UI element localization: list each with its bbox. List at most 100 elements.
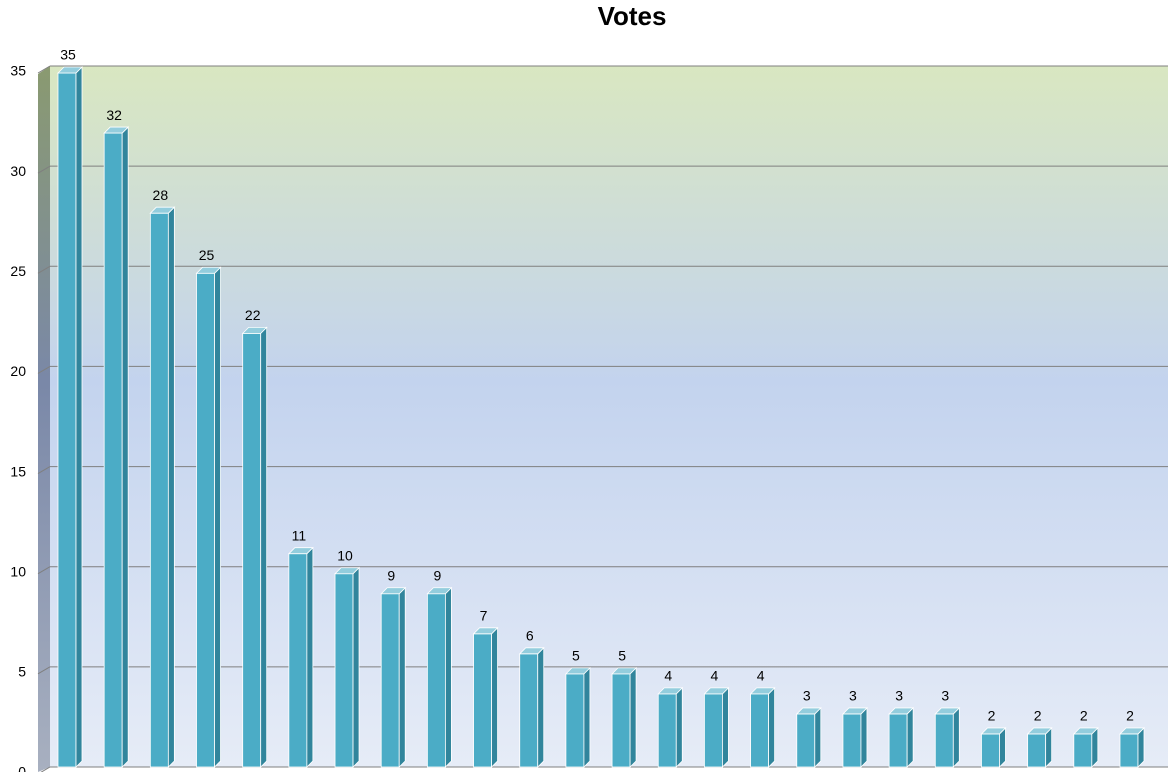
data-label: 22 [245, 307, 261, 323]
bar [196, 272, 215, 768]
chart-title: Votes [598, 1, 667, 31]
bar-top [888, 707, 915, 715]
bar [565, 673, 585, 768]
data-label: 2 [988, 708, 996, 724]
bar-side [999, 726, 1006, 768]
bar-side [214, 266, 221, 768]
bar [1073, 733, 1093, 768]
plot-back-wall [50, 66, 1168, 767]
data-label: 4 [664, 668, 672, 684]
bar-top [472, 627, 499, 635]
data-label: 2 [1034, 708, 1042, 724]
bar-side [722, 686, 729, 768]
data-label: 32 [106, 107, 122, 123]
y-tick-label: 30 [10, 163, 26, 179]
bar-top [380, 587, 407, 595]
bar-top [657, 687, 684, 695]
bar-top [334, 567, 361, 575]
bar [750, 693, 770, 768]
bar-top [795, 707, 822, 715]
data-label: 10 [337, 547, 353, 563]
bar [704, 693, 723, 768]
y-tick-label: 35 [10, 63, 26, 79]
data-label: 7 [480, 608, 488, 624]
bar-side [121, 126, 129, 768]
bar [57, 72, 77, 768]
bar-side [537, 646, 545, 768]
data-label: 35 [60, 47, 76, 63]
grid-line-side [37, 566, 51, 575]
bar [611, 673, 631, 768]
bar-side [1137, 726, 1145, 768]
data-label: 2 [1126, 708, 1134, 724]
bar-top [564, 667, 591, 675]
y-tick-label: 15 [10, 463, 26, 479]
grid-line-side [37, 65, 51, 74]
bar-top [934, 707, 961, 715]
bar-side [1091, 726, 1099, 768]
grid-line-side [37, 666, 51, 675]
bar-side [167, 206, 175, 768]
bar-top [149, 206, 176, 214]
bar [796, 713, 816, 768]
data-label: 9 [387, 567, 395, 583]
bar-side [306, 546, 314, 768]
bar [334, 573, 354, 768]
bar-side [75, 66, 83, 768]
y-tick-label: 25 [10, 263, 26, 279]
bar [657, 693, 677, 768]
bar [473, 633, 492, 768]
bar [149, 212, 169, 768]
data-label: 3 [849, 688, 857, 704]
bar-top [841, 707, 868, 715]
data-label: 4 [757, 668, 765, 684]
data-label: 2 [1080, 708, 1088, 724]
bar-top [703, 687, 730, 695]
bar [380, 593, 400, 768]
y-tick-label: 0 [18, 764, 26, 772]
bar [888, 713, 908, 768]
bar-side [952, 706, 960, 768]
bar-top [749, 687, 776, 695]
bar-top [611, 667, 638, 675]
y-tick-label: 20 [10, 363, 26, 379]
bar-top [1119, 727, 1145, 735]
bar-top [57, 66, 83, 74]
bar-top [241, 326, 268, 334]
bar-side [260, 326, 268, 768]
bar-top [1026, 727, 1053, 735]
y-tick-label: 5 [18, 664, 26, 680]
grid-line-side [37, 265, 51, 274]
bar-side [583, 666, 591, 768]
bar-side [675, 686, 683, 768]
grid-line-side [40, 766, 51, 772]
bar-side [491, 626, 498, 768]
bar-top [980, 727, 1007, 735]
bar-side [398, 586, 406, 768]
bar-side [629, 666, 637, 768]
bar [1027, 733, 1047, 768]
bar-side [444, 586, 452, 768]
bar-side [352, 566, 360, 768]
bar [242, 332, 262, 768]
data-label: 5 [618, 648, 626, 664]
bar-top [103, 126, 130, 134]
data-label: 3 [895, 688, 903, 704]
data-label: 25 [199, 247, 215, 263]
bar [1119, 733, 1139, 768]
grid-line-side [37, 365, 51, 374]
data-label: 6 [526, 628, 534, 644]
data-label: 5 [572, 648, 580, 664]
bar-side [768, 686, 776, 768]
data-label: 28 [153, 187, 169, 203]
bar-top [1072, 727, 1099, 735]
bar-side [814, 706, 822, 768]
bar [288, 553, 308, 768]
bar [842, 713, 862, 768]
bar [103, 132, 123, 768]
bar-top [426, 587, 453, 595]
bar-top [518, 647, 545, 655]
data-label: 11 [292, 527, 307, 543]
plot-side-wall [38, 66, 50, 772]
